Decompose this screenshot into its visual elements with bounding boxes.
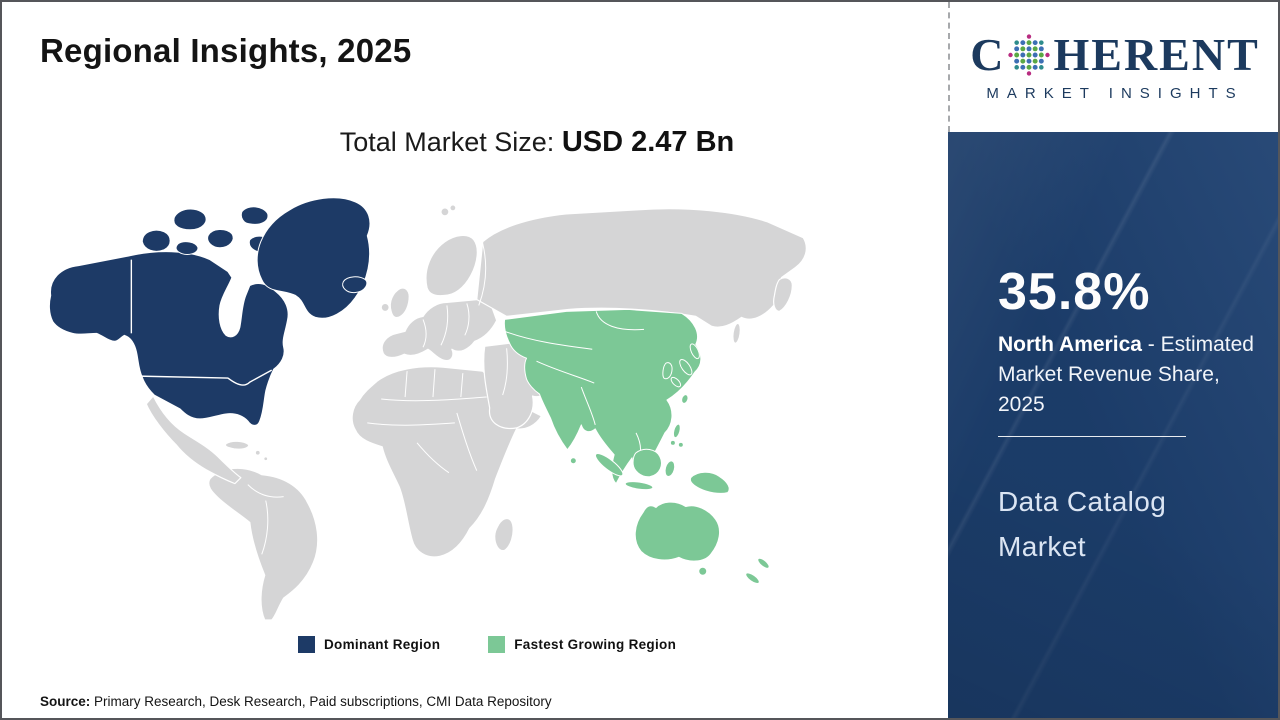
svalbard	[440, 207, 450, 217]
region-name: North America	[998, 333, 1142, 356]
taiwan	[681, 394, 689, 404]
region-north-america	[48, 197, 371, 426]
total-market-size-label: Total Market Size:	[339, 127, 562, 157]
fastest-growing-region-label: Fastest Growing Region	[514, 637, 677, 652]
divider-line	[998, 436, 1186, 437]
country-borders-navy	[130, 259, 273, 386]
new-zealand-north	[757, 557, 770, 569]
arctic-island	[141, 229, 171, 252]
dotted-globe-icon	[1008, 34, 1051, 76]
japan	[670, 376, 682, 388]
kamchatka	[773, 277, 793, 313]
dominant-region-swatch	[298, 636, 315, 653]
new-zealand-south	[745, 572, 760, 584]
logo-wordmark: C	[970, 32, 1260, 78]
java	[624, 481, 654, 491]
philippines	[669, 439, 676, 446]
region-rest-of-world	[145, 204, 807, 621]
market-share-value: 35.8%	[998, 263, 1151, 321]
dominant-region-label: Dominant Region	[324, 637, 441, 652]
philippines	[677, 441, 684, 448]
arctic-island	[240, 206, 269, 225]
caribbean-island	[263, 456, 269, 462]
stats-panel: 35.8% North America - Estimated Market R…	[948, 132, 1278, 718]
greenland	[256, 197, 371, 319]
australia	[634, 501, 721, 562]
right-panel: C	[948, 2, 1278, 718]
map-legend: Dominant Region Fastest Growing Region	[298, 636, 676, 653]
legend-item-dominant: Dominant Region	[298, 636, 440, 653]
total-market-size-value: USD 2.47 Bn	[561, 126, 735, 158]
south-america	[208, 467, 319, 621]
arctic-island	[175, 241, 199, 255]
philippines	[672, 423, 681, 439]
japan	[689, 343, 700, 360]
source-line: Source: Primary Research, Desk Research,…	[40, 694, 552, 709]
tasmania	[698, 566, 708, 576]
borneo	[632, 448, 662, 478]
scandinavia	[425, 234, 478, 297]
legend-item-fastest-growing: Fastest Growing Region	[488, 636, 676, 653]
country-borders-green	[504, 311, 645, 464]
sumatra	[594, 453, 624, 477]
iceland	[342, 276, 368, 294]
market-name: Data Catalog Market	[998, 486, 1167, 562]
madagascar	[494, 517, 514, 552]
region-asia-pacific	[503, 308, 770, 584]
arctic-island	[207, 229, 234, 249]
country-borders-gray	[247, 243, 545, 555]
korea	[662, 362, 673, 380]
north-america-mainland	[48, 251, 289, 426]
world-map	[36, 184, 818, 622]
logo-letter-c: C	[970, 29, 1006, 80]
world-map-svg	[48, 197, 807, 621]
arctic-island	[173, 208, 207, 231]
company-logo: C	[948, 2, 1278, 132]
us-canada-border	[139, 369, 273, 386]
source-label: Source:	[40, 694, 91, 709]
region-description: - Estimated Market Revenue Share, 2025	[998, 333, 1254, 416]
logo-letters-herent: HERENT	[1053, 29, 1260, 80]
svalbard	[449, 204, 457, 212]
new-guinea	[689, 471, 730, 494]
page-title: Regional Insights, 2025	[40, 32, 412, 69]
source-text: Primary Research, Desk Research, Paid su…	[90, 694, 552, 709]
market-share-description: North America - Estimated Market Revenue…	[998, 330, 1266, 420]
fastest-growing-region-swatch	[488, 636, 506, 653]
sakhalin	[732, 322, 741, 344]
sri-lanka	[569, 457, 577, 465]
united-kingdom	[389, 287, 410, 319]
cuba	[224, 440, 250, 450]
russia	[476, 208, 807, 328]
total-market-size-line: Total Market Size: USD 2.47 Bn	[2, 126, 948, 159]
japan	[679, 358, 693, 376]
sulawesi	[664, 460, 676, 477]
logo-tagline: MARKET INSIGHTS	[986, 85, 1244, 102]
mexico-central-america	[145, 395, 242, 485]
europe	[381, 297, 498, 362]
asia-mainland	[503, 308, 702, 485]
caribbean-island	[254, 449, 261, 456]
ireland	[380, 302, 390, 313]
